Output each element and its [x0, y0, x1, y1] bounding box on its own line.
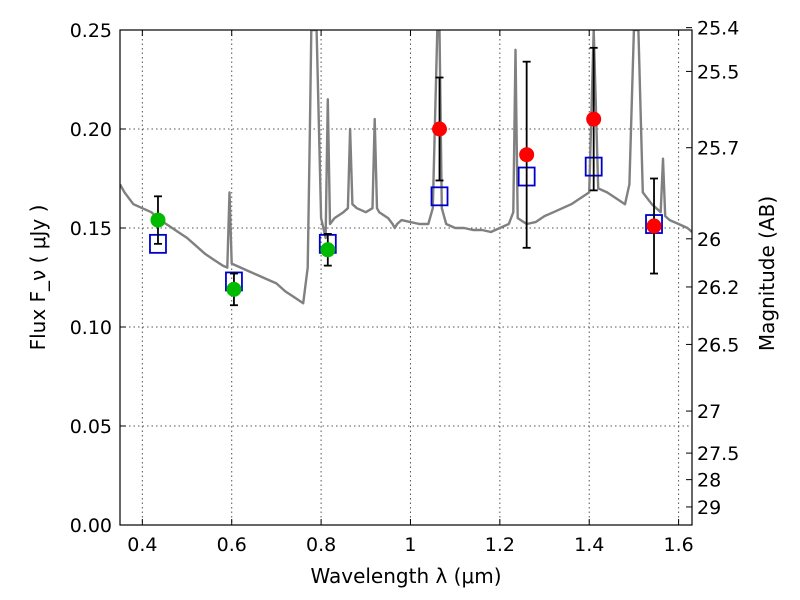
y-tick-label: 0.25	[70, 20, 112, 42]
x-tick-label: 1.2	[485, 534, 515, 556]
optical-flux-point	[150, 212, 166, 228]
right-tick-label: 26	[697, 229, 721, 251]
x-tick-label: 0.4	[127, 534, 157, 556]
y-tick-label: 0.05	[70, 416, 112, 438]
infrared-flux-point	[646, 218, 662, 234]
template-spectrum-line	[120, 30, 692, 305]
x-tick-label: 0.8	[306, 534, 336, 556]
right-tick-label: 26.5	[697, 334, 739, 356]
plot-frame	[119, 29, 693, 526]
right-tick-label: 28	[697, 470, 721, 492]
axes: 0.4 0.6 0.8 1 1.2 1.4 1.6 0.00 0.05 0.10 0.15 0.20 0…	[70, 18, 740, 556]
right-tick-label: 25.4	[697, 18, 739, 40]
y-tick-label: 0.10	[70, 317, 112, 339]
model-flux-square	[430, 186, 449, 207]
x-tick-label: 1	[404, 534, 416, 556]
plot-area	[120, 30, 692, 307]
y-tick-label: 0.00	[70, 515, 112, 537]
x-tick-label: 0.6	[217, 534, 247, 556]
right-tick-label: 27.5	[697, 443, 739, 465]
optical-flux-point	[226, 281, 242, 297]
x-tick-label: 1.6	[663, 534, 693, 556]
grid	[120, 29, 692, 526]
right-tick-label: 26.2	[697, 277, 739, 299]
infrared-flux-point	[519, 147, 535, 163]
x-tick-label: 1.4	[574, 534, 604, 556]
optical-flux-point	[320, 242, 336, 258]
right-tick-label: 25.5	[697, 61, 739, 83]
y-axis-title: Flux F_ν ( μJy )	[26, 205, 50, 351]
right-tick-label: 29	[697, 497, 721, 519]
right-tick-label: 25.7	[697, 138, 739, 160]
infrared-flux-point	[432, 121, 448, 137]
infrared-flux-point	[586, 111, 602, 127]
x-axis-title: Wavelength λ (μm)	[310, 564, 501, 588]
right-tick-label: 27	[697, 401, 721, 423]
y-tick-label: 0.20	[70, 119, 112, 141]
right-axis-title: Magnitude (AB)	[755, 196, 779, 351]
y-tick-label: 0.15	[70, 218, 112, 240]
